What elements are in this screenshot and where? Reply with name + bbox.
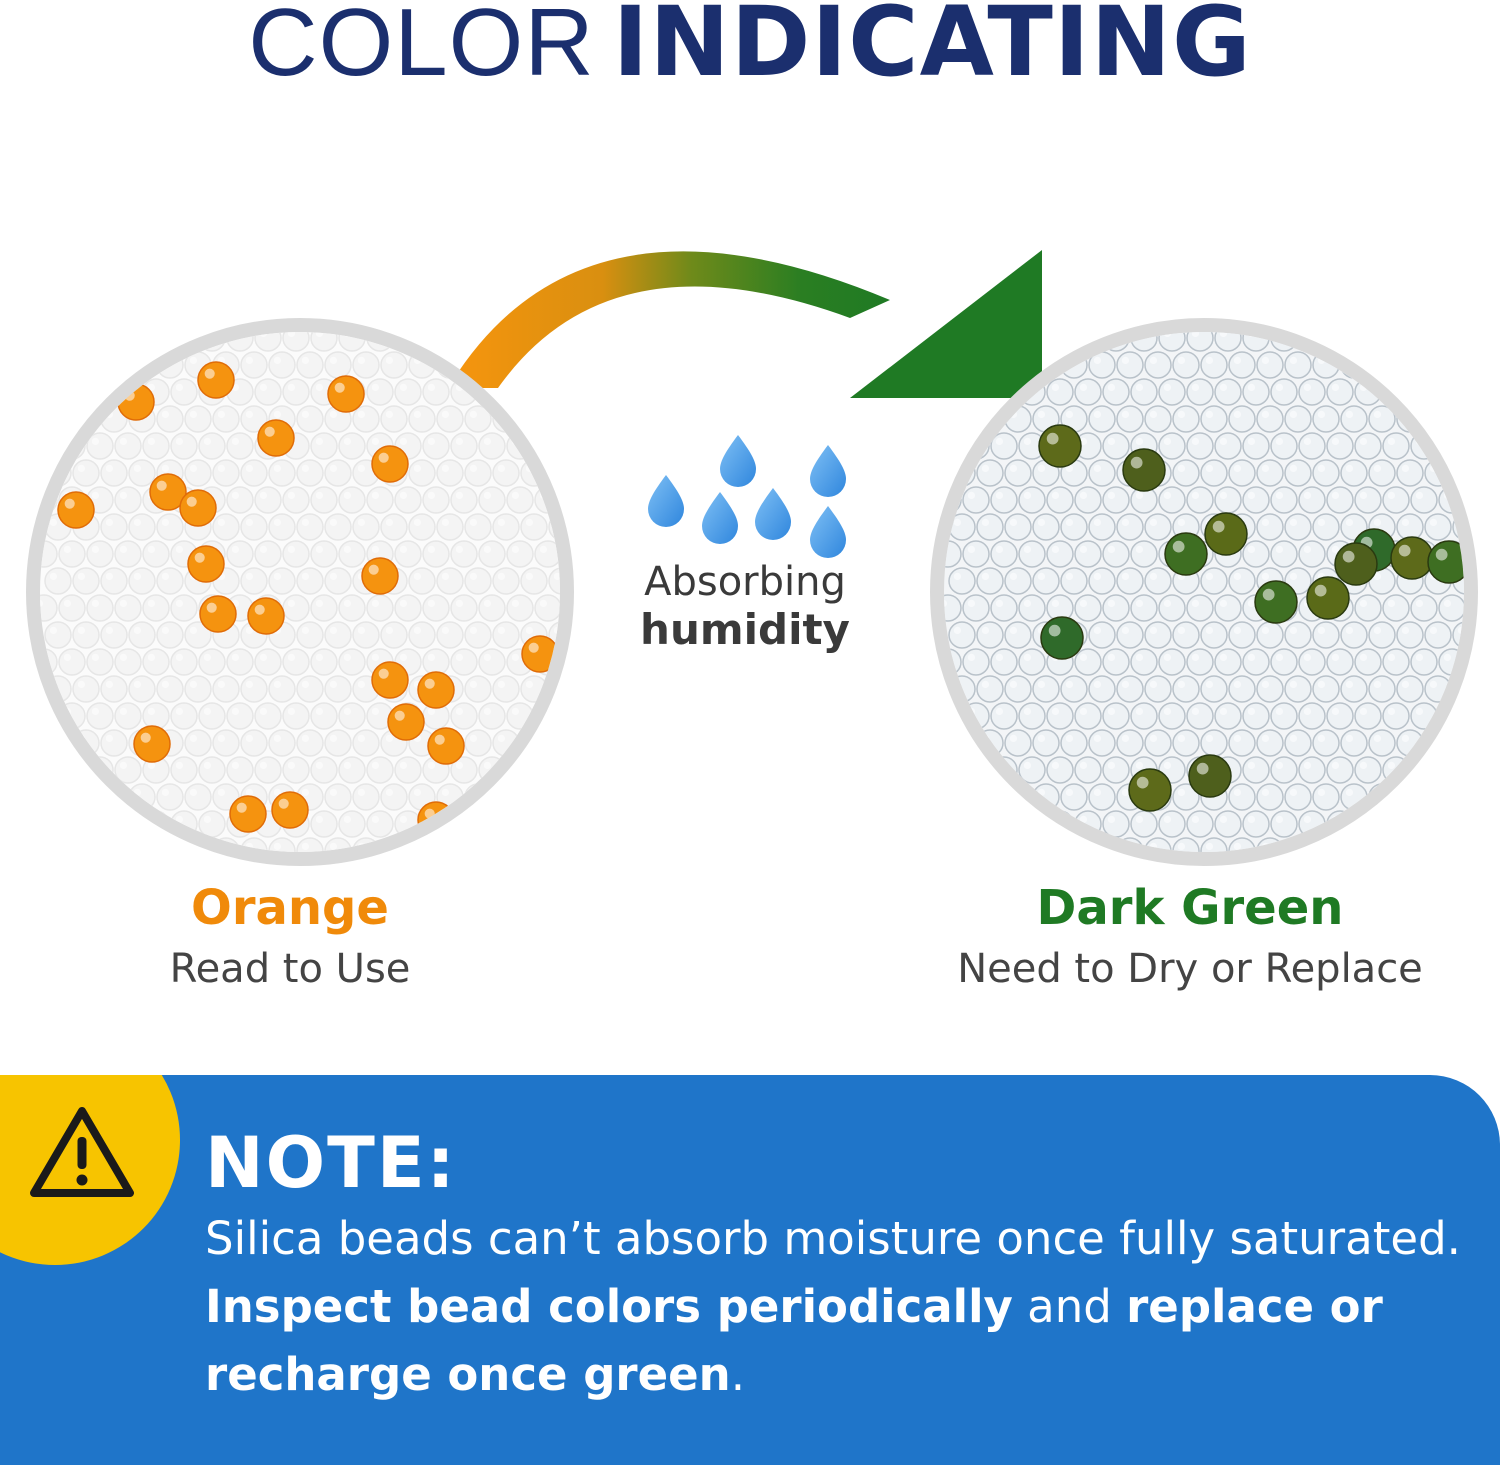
green-state-description: Need to Dry or Replace [957,946,1423,992]
green-state: Dark Green Need to Dry or Replace [900,880,1480,994]
absorbing-label: Absorbing [644,559,846,605]
warning-triangle-icon [30,1107,134,1197]
note-panel: NOTE: Silica beads can’t absorb moisture… [0,1075,1500,1465]
note-text-part: Silica beads can’t absorb moisture once … [205,1212,1461,1265]
note-text: Silica beads can’t absorb moisture once … [205,1205,1465,1409]
note-text-bold: Inspect bead colors periodically [205,1280,1013,1333]
absorbing-caption: Absorbing humidity [600,560,890,652]
title-light: COLOR [248,0,595,96]
orange-beads-image [26,318,574,866]
humidity-label: humidity [640,605,850,654]
orange-state-description: Read to Use [169,946,411,992]
note-text-part: . [730,1348,745,1401]
note-title: NOTE: [205,1122,457,1204]
title-bold: INDICATING [612,0,1252,98]
green-beads-image [930,318,1478,866]
green-state-name: Dark Green [1036,880,1344,936]
orange-state-name: Orange [191,880,389,936]
note-text-part: and [1012,1280,1127,1333]
orange-state: Orange Read to Use [90,880,490,994]
page-title: COLOR INDICATING [0,0,1500,100]
water-drops-icon [648,435,846,558]
note-text-bold: replace or recharge once green [205,1280,1383,1401]
